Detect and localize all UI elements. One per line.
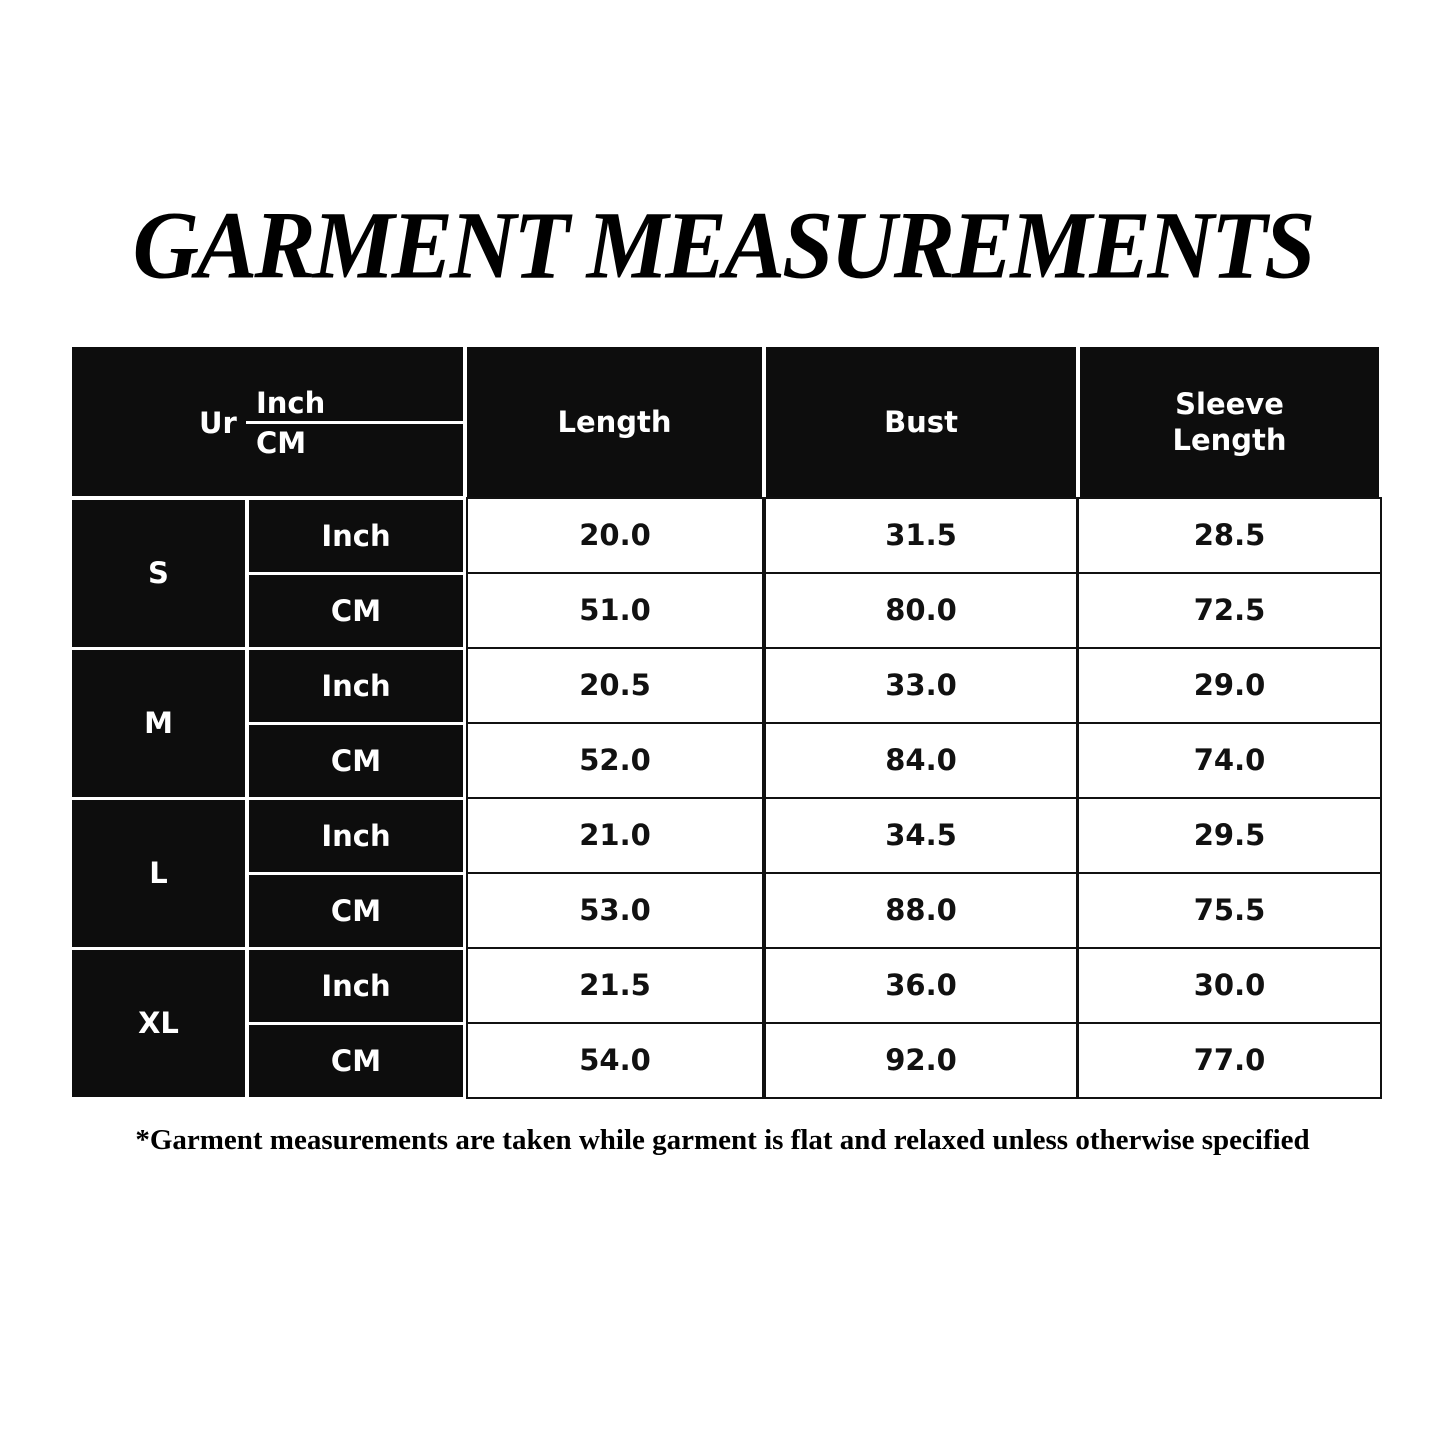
measurement-value-cell: 36.0 <box>764 947 1078 1024</box>
measurement-value-cell: 77.0 <box>1077 1022 1382 1099</box>
measurement-value-cell: 75.5 <box>1077 872 1382 949</box>
measurement-value-cell: 21.0 <box>466 797 764 874</box>
measurement-value-cell: 74.0 <box>1077 722 1382 799</box>
unit-label-cell: Inch <box>249 500 463 572</box>
measurement-value-cell: 72.5 <box>1077 572 1382 649</box>
corner-unit-label: Ur <box>199 406 237 440</box>
measurement-value-cell: 21.5 <box>466 947 764 1024</box>
column-header-sleeve-length: Sleeve Length <box>1080 347 1379 497</box>
corner-inch-label: Inch <box>256 386 326 420</box>
unit-label-cell: CM <box>249 725 463 797</box>
measurement-value-cell: 51.0 <box>466 572 764 649</box>
size-label-cell: M <box>72 650 245 797</box>
unit-label-cell: Inch <box>249 650 463 722</box>
measurement-value-cell: 34.5 <box>764 797 1078 874</box>
unit-label-cell: CM <box>249 875 463 947</box>
measurement-value-cell: 54.0 <box>466 1022 764 1099</box>
column-header-bust: Bust <box>766 347 1076 497</box>
measurement-value-cell: 53.0 <box>466 872 764 949</box>
footnote: *Garment measurements are taken while ga… <box>135 1124 1310 1156</box>
measurement-value-cell: 20.0 <box>466 497 764 574</box>
size-label-cell: S <box>72 500 245 647</box>
measurement-value-cell: 33.0 <box>764 647 1078 724</box>
measurement-value-cell: 92.0 <box>764 1022 1078 1099</box>
page-title: GARMENT MEASUREMENTS <box>132 191 1316 299</box>
measurement-value-cell: 80.0 <box>764 572 1078 649</box>
measurement-value-cell: 52.0 <box>466 722 764 799</box>
measurement-value-cell: 20.5 <box>466 647 764 724</box>
column-header-length: Length <box>467 347 762 497</box>
measurement-value-cell: 28.5 <box>1077 497 1382 574</box>
corner-cm-label: CM <box>256 426 307 460</box>
size-label-cell: L <box>72 800 245 947</box>
unit-label-cell: Inch <box>249 950 463 1022</box>
unit-label-cell: Inch <box>249 800 463 872</box>
measurement-value-cell: 84.0 <box>764 722 1078 799</box>
measurement-value-cell: 29.0 <box>1077 647 1382 724</box>
unit-label-cell: CM <box>249 575 463 647</box>
measurement-value-cell: 29.5 <box>1077 797 1382 874</box>
size-label-cell: XL <box>72 950 245 1097</box>
corner-divider <box>246 421 463 424</box>
measurement-value-cell: 31.5 <box>764 497 1078 574</box>
unit-label-cell: CM <box>249 1025 463 1097</box>
measurement-value-cell: 88.0 <box>764 872 1078 949</box>
measurement-value-cell: 30.0 <box>1077 947 1382 1024</box>
